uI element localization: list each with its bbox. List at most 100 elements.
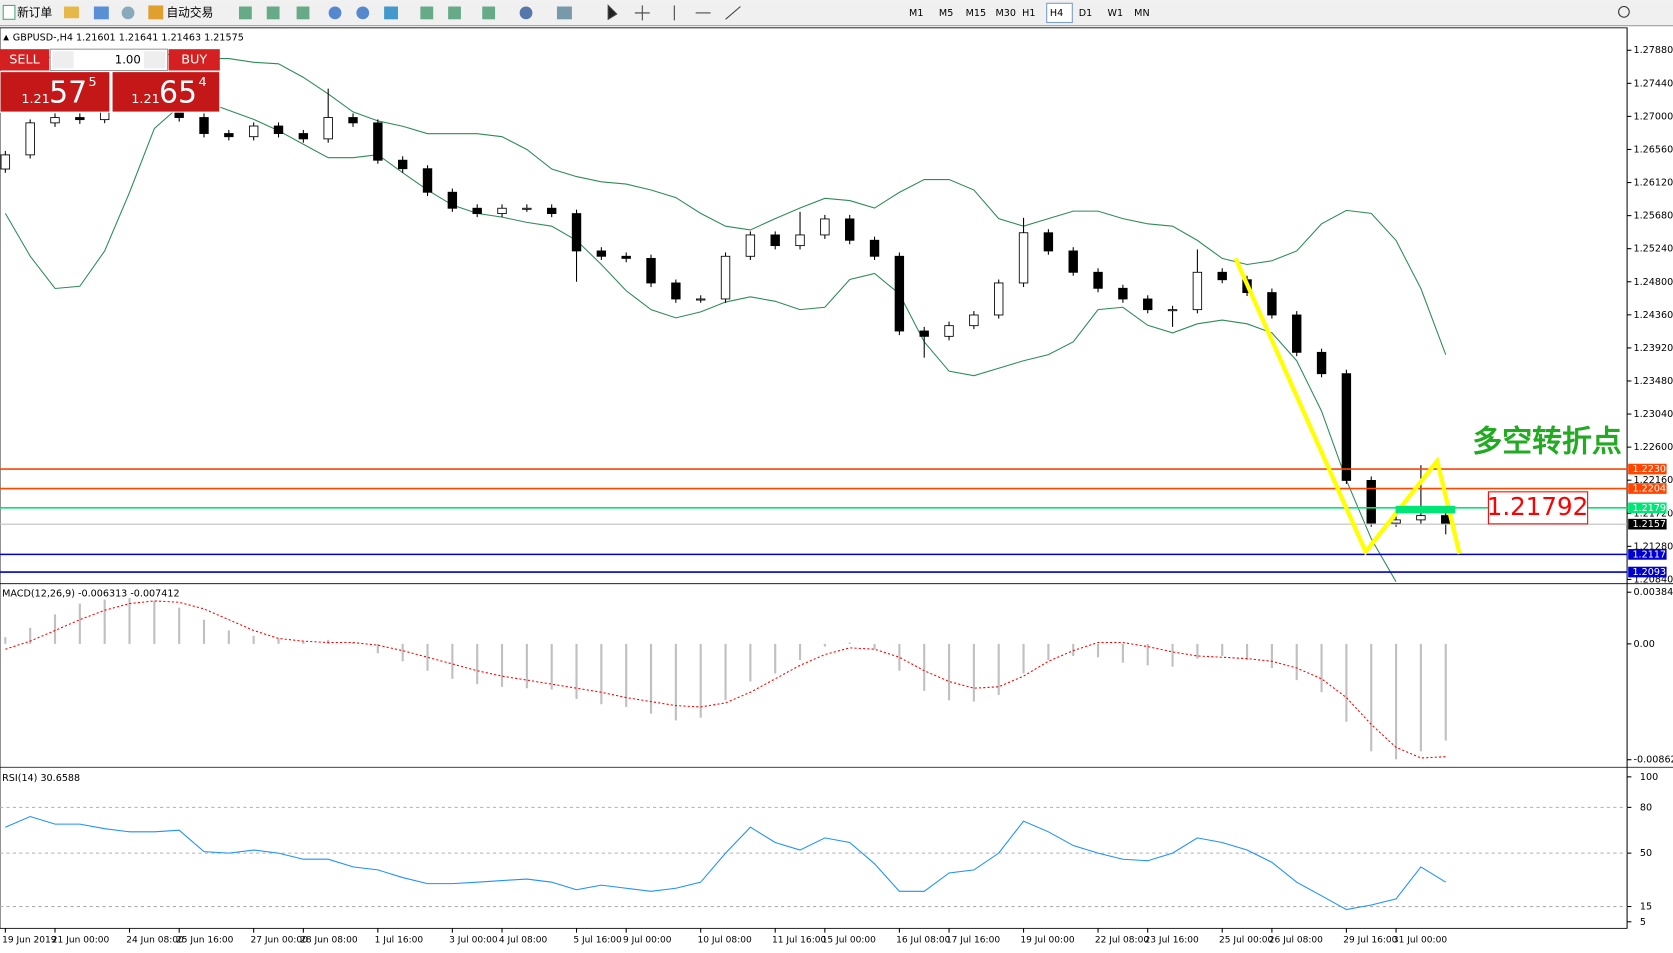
new-order-icon[interactable] (2, 4, 16, 20)
rsi-line (5, 815, 1447, 911)
icon[interactable] (64, 6, 79, 19)
new-order-button[interactable]: 新订单 (17, 5, 52, 19)
auto-trading-icon[interactable] (148, 5, 164, 20)
sell-label[interactable]: SELL (9, 52, 40, 67)
bid-pips[interactable]: 57 (49, 75, 87, 110)
candle-body (820, 218, 830, 236)
candle-body (596, 250, 607, 257)
bid-big[interactable]: 1.21 (21, 92, 50, 107)
x-tick-label: 21 Jun 00:00 (52, 936, 110, 946)
sell-button[interactable] (0, 49, 50, 71)
price-level-label: 1.21792 (1632, 503, 1672, 514)
icon[interactable] (448, 6, 461, 20)
icon[interactable] (420, 6, 434, 20)
timeframe-button[interactable]: W1 (1108, 8, 1124, 19)
lot-value[interactable]: 1.00 (115, 52, 141, 66)
macd-bar (1096, 643, 1100, 658)
x-tick-label: 3 Jul 00:00 (449, 936, 498, 946)
candle-body (348, 117, 358, 124)
candle-body (1143, 298, 1153, 311)
x-tick-label: 1 Jul 16:00 (375, 936, 424, 946)
lot-up[interactable] (144, 51, 166, 69)
icon[interactable] (93, 6, 109, 20)
macd-bar (500, 643, 504, 687)
bollinger-band (4, 100, 1397, 582)
candle-body (472, 207, 482, 215)
y-tick-label: 1.27000 (1634, 111, 1673, 122)
buy-label[interactable]: BUY (181, 52, 207, 67)
price-level-label: 1.21173 (1632, 549, 1672, 560)
chart-frame (0, 27, 1628, 929)
auto-trading-button[interactable]: 自动交易 (166, 5, 213, 19)
macd-bar (699, 643, 702, 718)
icon[interactable] (519, 6, 533, 20)
crosshair-tool[interactable] (634, 5, 650, 21)
ask-pips[interactable]: 65 (159, 75, 197, 110)
candle-body (869, 239, 880, 257)
macd-signal (5, 600, 1446, 759)
last-price-label: 1.21575 (1632, 519, 1672, 530)
trend-tool[interactable] (725, 6, 741, 20)
timeframe-button[interactable]: MN (1134, 8, 1149, 19)
icon[interactable] (328, 6, 342, 20)
bid-point[interactable]: 5 (89, 75, 97, 90)
y-tick-label: 1.24800 (1634, 277, 1673, 288)
candle-body (671, 282, 681, 300)
ask-big[interactable]: 1.21 (131, 92, 160, 107)
timeframe-button[interactable]: M30 (995, 8, 1016, 19)
search[interactable] (1618, 5, 1630, 18)
timeframe-button[interactable]: M1 (909, 8, 923, 19)
ask-point[interactable]: 4 (198, 75, 206, 90)
lot-down[interactable] (52, 51, 74, 69)
icon[interactable] (482, 6, 496, 20)
one-click-trading: SELL 1.00 BUY 1.21 57 5 1.21 65 4 (0, 48, 221, 113)
macd-bar (202, 619, 206, 644)
candle-body (1217, 271, 1227, 281)
buy-button[interactable] (168, 49, 220, 71)
draw-tools (607, 4, 741, 21)
macd-bar (1345, 643, 1348, 722)
macd-bar (1121, 643, 1124, 663)
icon[interactable] (239, 6, 252, 20)
y-tick-label: 1.22600 (1634, 442, 1673, 453)
candle-body (323, 117, 333, 140)
icon[interactable] (121, 6, 135, 20)
timeframe-button[interactable]: H1 (1022, 8, 1035, 19)
macd-bar (153, 600, 156, 644)
icon[interactable] (556, 6, 572, 20)
macd-bar (128, 598, 131, 644)
icon[interactable] (384, 6, 398, 20)
timeframe-button[interactable]: M15 (966, 8, 987, 19)
x-tick-label: 23 Jul 16:00 (1145, 936, 1199, 946)
macd-bar (1395, 643, 1398, 760)
x-tick-label: 10 Jul 08:00 (698, 936, 752, 946)
x-tick-label: 22 Jul 08:00 (1095, 936, 1149, 946)
candle-body (845, 218, 855, 241)
candle-body (646, 257, 656, 284)
pane-title: MACD(12,26,9) -0.006313 -0.007412 (2, 588, 179, 599)
timeframe-button[interactable]: D1 (1079, 8, 1093, 19)
candle-body (621, 255, 631, 259)
macd-bar (774, 643, 777, 674)
timeframe-button[interactable]: H4 (1050, 8, 1063, 19)
cursor-tool[interactable] (607, 4, 618, 21)
candle-body (397, 159, 408, 170)
icon[interactable] (296, 6, 310, 20)
ask-box[interactable] (111, 71, 221, 113)
macd-bar (252, 635, 255, 644)
macd-bar (1072, 643, 1075, 656)
candle-body (969, 314, 979, 327)
icon[interactable] (356, 6, 370, 20)
macd-bar (78, 603, 81, 644)
candle-body (894, 255, 905, 332)
x-tick-label: 29 Jul 16:00 (1343, 936, 1397, 946)
price-pane: 1.27880 1.27440 1.27000 1.26560 1.26120 1.256… (0, 45, 1673, 585)
macd-bar (1245, 643, 1249, 660)
timeframe-button[interactable]: M5 (939, 8, 953, 19)
macd-bar (873, 643, 876, 650)
lot-input[interactable] (49, 48, 169, 72)
bid-box[interactable] (0, 71, 111, 113)
icon[interactable] (266, 6, 280, 20)
